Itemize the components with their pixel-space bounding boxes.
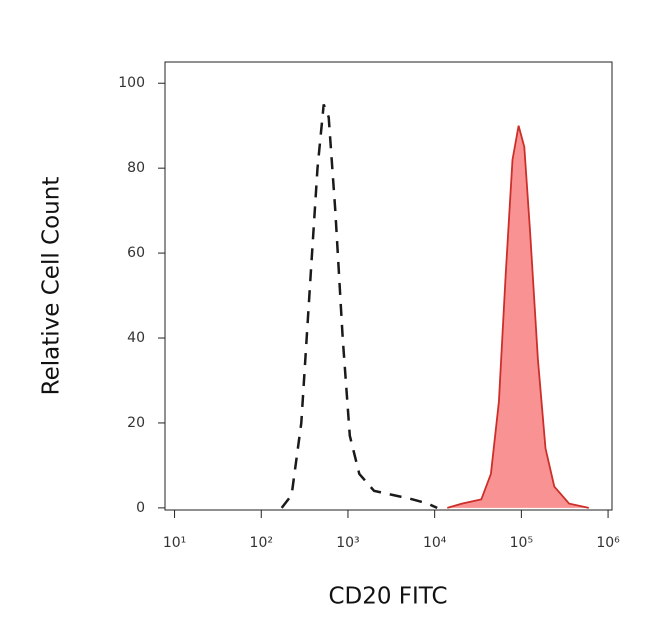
x-tick-label: 10⁴ [423, 535, 447, 551]
x-tick-label: 10⁶ [596, 535, 620, 551]
y-tick-label: 60 [127, 245, 145, 261]
y-tick-label: 80 [127, 160, 145, 176]
histogram-line [280, 104, 438, 510]
x-tick-label: 10³ [336, 535, 359, 551]
histogram-area [447, 125, 589, 508]
y-tick-label: 40 [127, 330, 145, 346]
y-axis-title: Relative Cell Count [39, 177, 65, 396]
x-tick-label: 10⁵ [510, 535, 533, 551]
y-tick-label: 0 [136, 500, 145, 516]
plot-frame [164, 61, 613, 511]
x-tick-label: 10¹ [163, 535, 186, 551]
histogram-line [447, 125, 589, 509]
y-tick-label: 20 [127, 415, 145, 431]
y-tick-label: 100 [118, 75, 145, 91]
x-tick-label: 10² [250, 535, 273, 551]
x-axis-title: CD20 FITC [328, 584, 447, 610]
